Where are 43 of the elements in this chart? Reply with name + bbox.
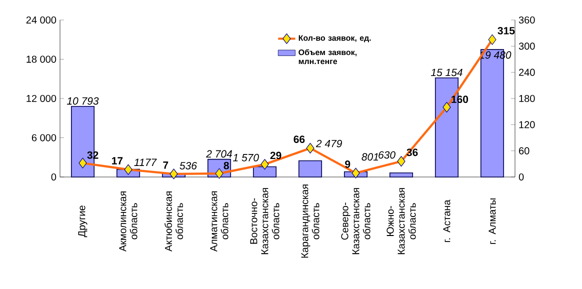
data-label: 630 [378,151,396,159]
data-label: 315 [498,26,515,34]
x-tick-label: г. Алматы [488,198,496,244]
y2-tick-label: 120 [519,121,535,128]
bar [389,172,414,178]
x-tick-label: Алматинская область [210,191,228,252]
data-label: 10 793 [66,97,99,105]
bar [252,166,277,178]
data-label: 17 [112,157,123,164]
y2-tick-label: 240 [519,68,535,76]
y2-tick-label: 360 [518,16,535,24]
x-tick-label: Восточно-Казахстанская область [250,188,280,254]
data-label: 1177 [134,158,157,166]
legend-label: Кол-во заявок, ед. [298,35,371,42]
data-label: 536 [180,162,197,170]
data-label: 2 704 [206,150,232,158]
x-tick-label: Актюбинская область [164,192,183,252]
x-tick-label: Акмолинская область [119,192,138,252]
y-tick-label: 12 000 [26,94,56,102]
data-label: 29 [270,152,282,160]
data-label: 2 479 [316,140,342,148]
y-tick-label: 18 000 [26,56,56,63]
y2-tick-label: 60 [519,147,530,154]
bar [298,160,322,178]
x-tick-label: Карагандинская область [301,184,320,258]
data-label: 1 570 [233,154,259,162]
x-tick-label: г. Астана [443,200,450,242]
data-label: 7 [163,162,168,169]
y2-tick-label: 180 [519,94,535,102]
y-tick-label: 0 [51,173,56,181]
x-tick-label: Южно-Казахстанская область [386,188,416,254]
x-tick-label: Северо-Казахстанская область [341,188,370,254]
data-label: 8 [224,162,229,170]
y-tick-label: 6 000 [32,134,56,142]
legend-label: Объем заявок, млн.тенге [298,49,357,64]
data-label: 801 [362,153,378,161]
data-label: 9 [345,160,350,168]
y2-tick-label: 300 [518,42,535,50]
y2-tick-label: 0 [518,173,524,181]
y-tick-label: 24 000 [26,16,56,24]
data-label: 66 [294,136,305,144]
x-tick-label: Другие [78,206,88,238]
data-label: 15 154 [430,68,462,76]
